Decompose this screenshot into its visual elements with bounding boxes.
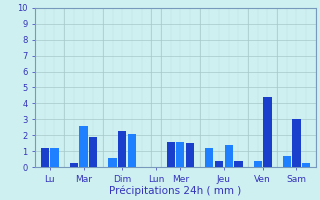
Bar	[283, 156, 291, 167]
Bar	[70, 163, 78, 167]
X-axis label: Précipitations 24h ( mm ): Précipitations 24h ( mm )	[109, 185, 242, 196]
Bar	[108, 158, 117, 167]
Bar	[50, 148, 59, 167]
Bar	[118, 131, 126, 167]
Bar	[225, 145, 233, 167]
Bar	[176, 142, 184, 167]
Bar	[79, 126, 88, 167]
Bar	[292, 119, 300, 167]
Bar	[166, 142, 175, 167]
Bar	[254, 161, 262, 167]
Bar	[186, 143, 194, 167]
Bar	[302, 163, 310, 167]
Bar	[215, 161, 223, 167]
Bar	[205, 148, 213, 167]
Bar	[89, 137, 97, 167]
Bar	[263, 97, 272, 167]
Bar	[41, 148, 49, 167]
Bar	[234, 161, 243, 167]
Bar	[128, 134, 136, 167]
